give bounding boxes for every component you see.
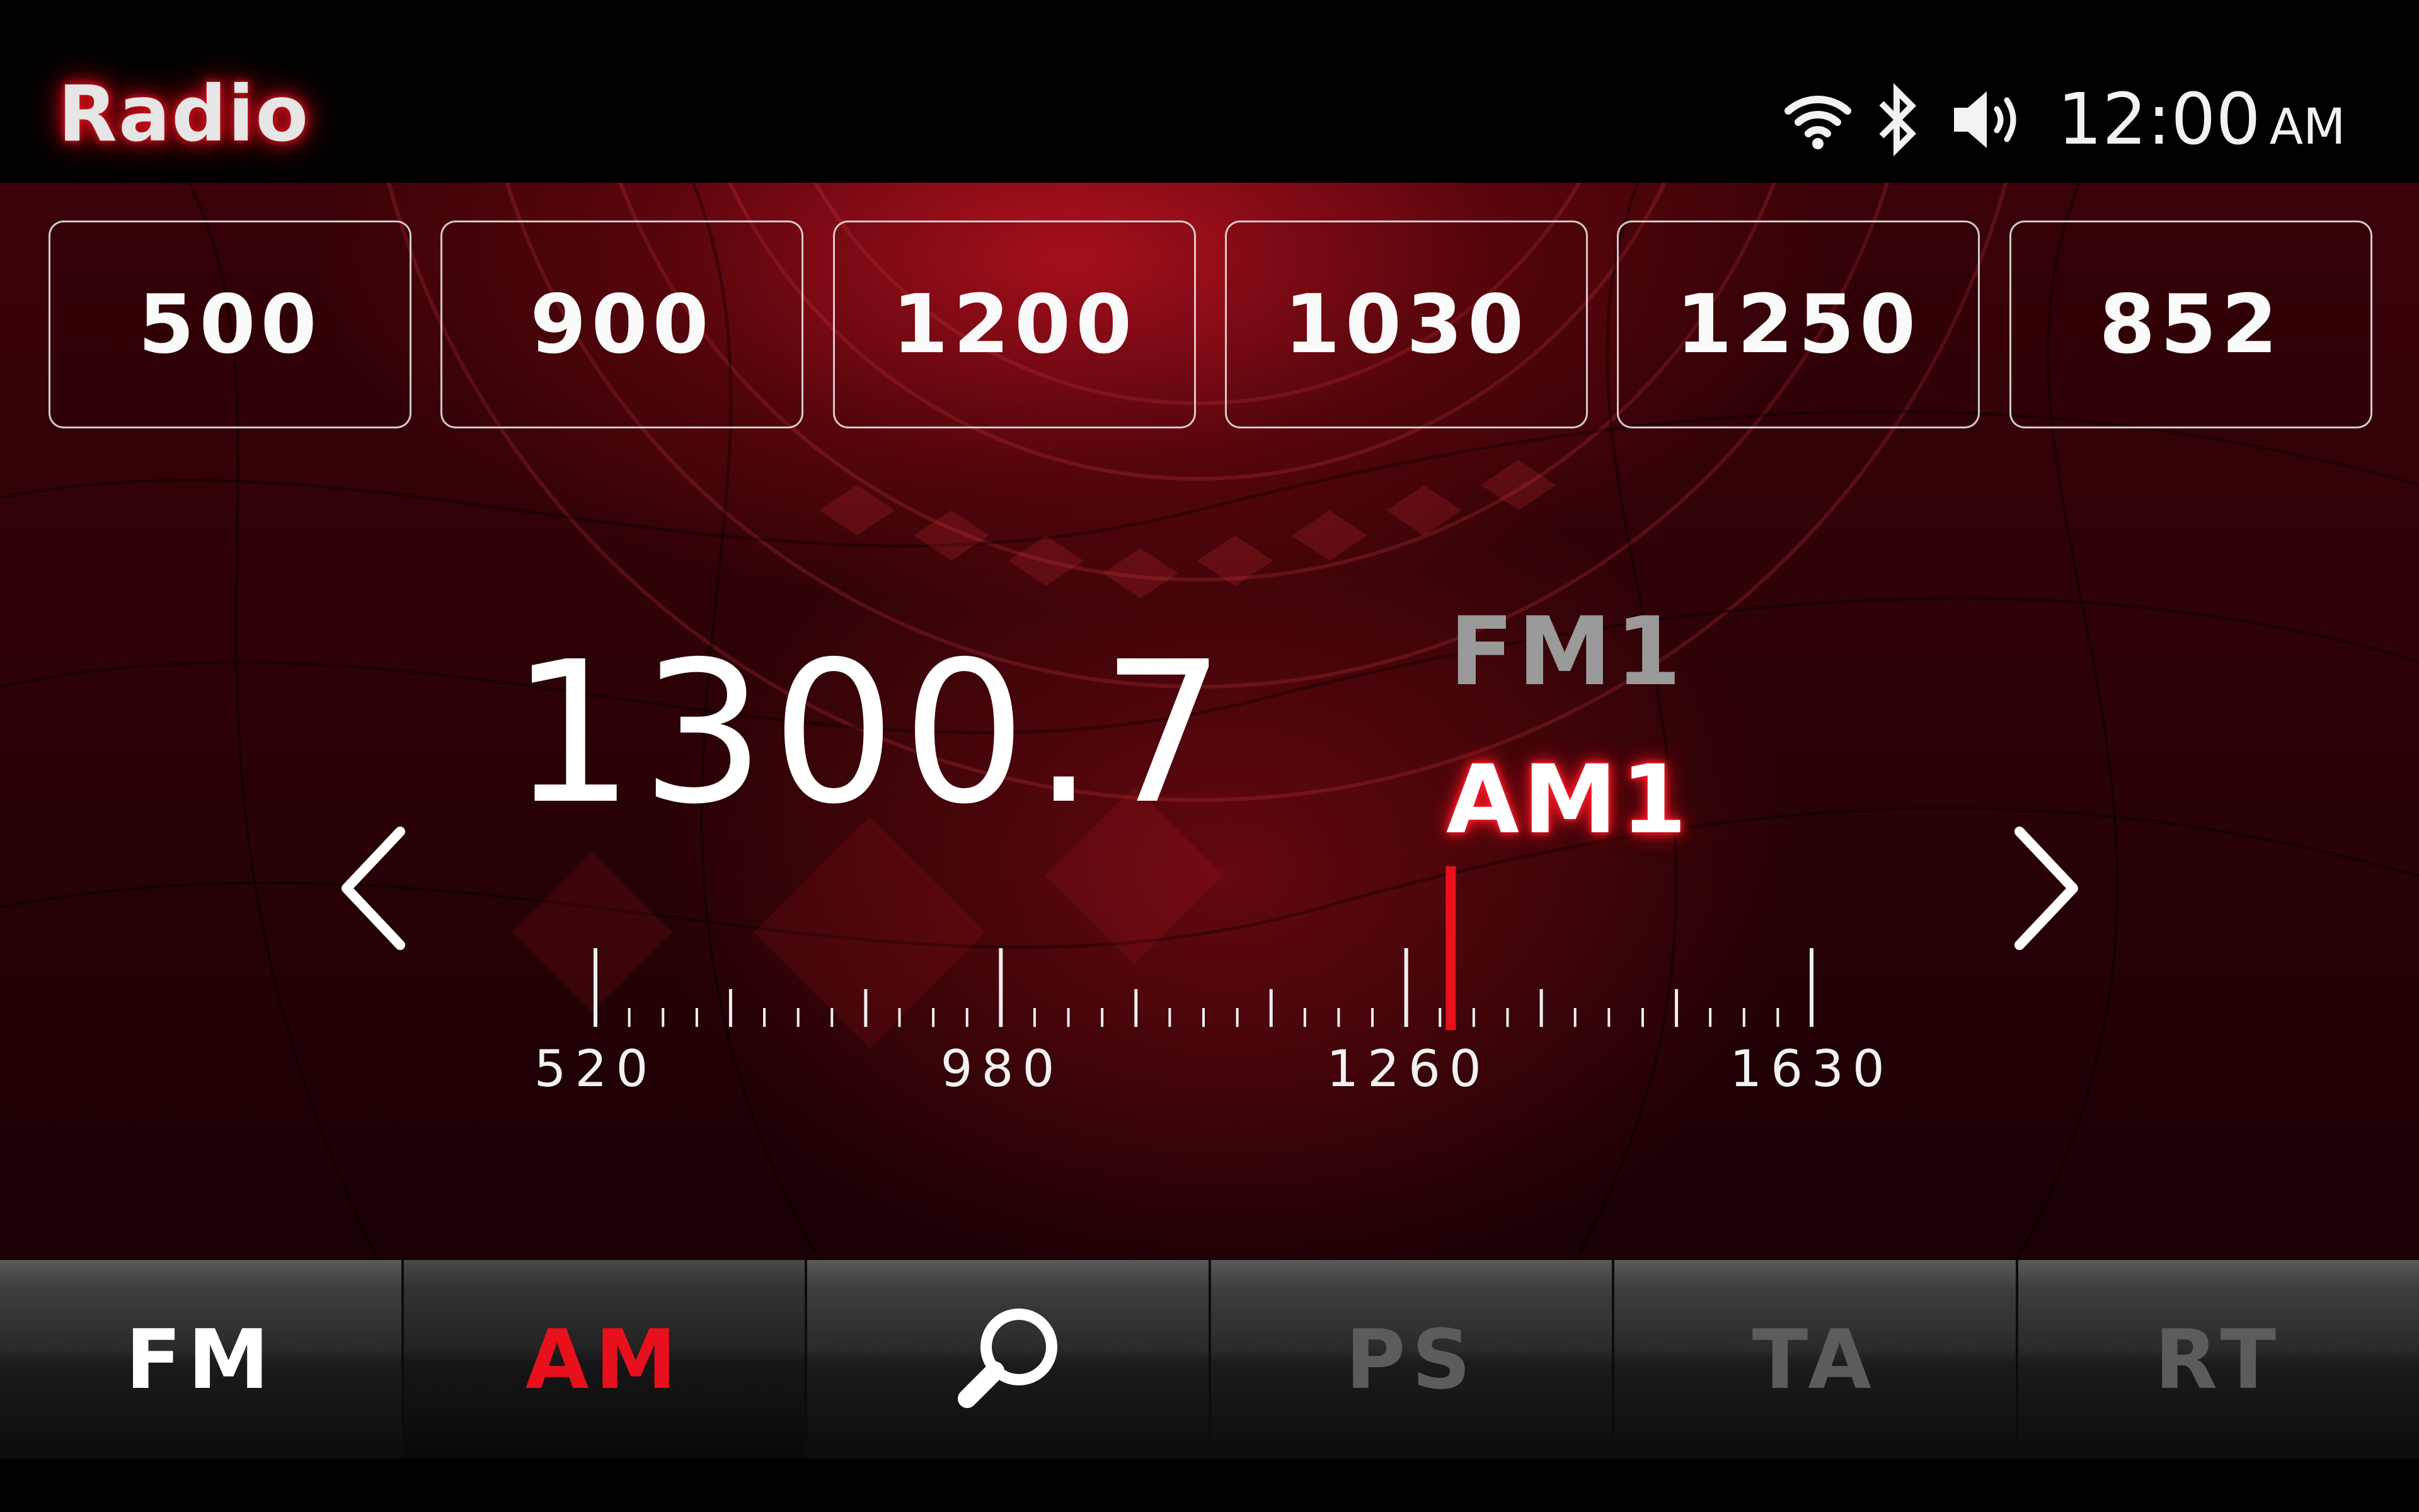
rt-label: RT [2154, 1311, 2283, 1407]
fm-label: FM [125, 1311, 276, 1407]
clock-time: 12:00 [2057, 79, 2261, 161]
clock: 12:00 AM [2057, 79, 2345, 161]
chevron-right-icon [2014, 827, 2078, 950]
preset-button-4[interactable]: 1030 [1225, 220, 1588, 428]
seek-prev-button[interactable] [328, 813, 422, 964]
frequency-display: 1300.7 [510, 620, 1232, 847]
preset-button-6[interactable]: 852 [2009, 220, 2372, 428]
status-bar: Radio 12:00 AM [0, 0, 2419, 183]
ps-label: PS [1345, 1311, 1478, 1407]
fm-button[interactable]: FM [0, 1260, 404, 1458]
tuner-scale[interactable] [0, 183, 2419, 1260]
search-icon [958, 1308, 1058, 1408]
tuner-panel: 500 900 1200 1030 1250 852 1300.7 FM1 AM… [0, 183, 2419, 1260]
band-am1[interactable]: AM1 [1446, 745, 1691, 855]
scale-label: 520 [534, 1040, 657, 1098]
band-fm1[interactable]: FM1 [1449, 597, 1686, 707]
app-title: Radio [58, 69, 310, 159]
preset-button-5[interactable]: 1250 [1617, 220, 1980, 428]
background-art [0, 183, 2419, 1260]
bottom-nav: FM AM PS TA RT [0, 1260, 2419, 1458]
preset-label: 1200 [892, 277, 1137, 372]
am-label: AM [525, 1311, 683, 1407]
search-button[interactable] [807, 1260, 1211, 1458]
scale-label: 980 [940, 1040, 1064, 1098]
preset-button-3[interactable]: 1200 [833, 220, 1196, 428]
preset-label: 1030 [1284, 277, 1529, 372]
ps-button[interactable]: PS [1210, 1260, 1614, 1458]
footer-strip [0, 1458, 2419, 1512]
seek-next-button[interactable] [1997, 813, 2092, 964]
preset-label: 900 [530, 277, 714, 372]
preset-label: 852 [2099, 277, 2283, 372]
bluetooth-icon [1879, 83, 1917, 157]
volume-icon [1954, 91, 2016, 148]
ta-button[interactable]: TA [1614, 1260, 2018, 1458]
wifi-icon [1784, 95, 1851, 149]
preset-button-1[interactable]: 500 [49, 220, 411, 428]
preset-label: 1250 [1675, 277, 1921, 372]
clock-ampm: AM [2269, 99, 2346, 156]
preset-label: 500 [138, 277, 322, 372]
rt-button[interactable]: RT [2018, 1260, 2419, 1458]
chevron-left-icon [342, 827, 405, 950]
scale-label: 1260 [1326, 1040, 1490, 1098]
am-button[interactable]: AM [403, 1260, 807, 1458]
preset-button-2[interactable]: 900 [440, 220, 803, 428]
ta-label: TA [1752, 1311, 1878, 1407]
scale-label: 1630 [1730, 1040, 1893, 1098]
